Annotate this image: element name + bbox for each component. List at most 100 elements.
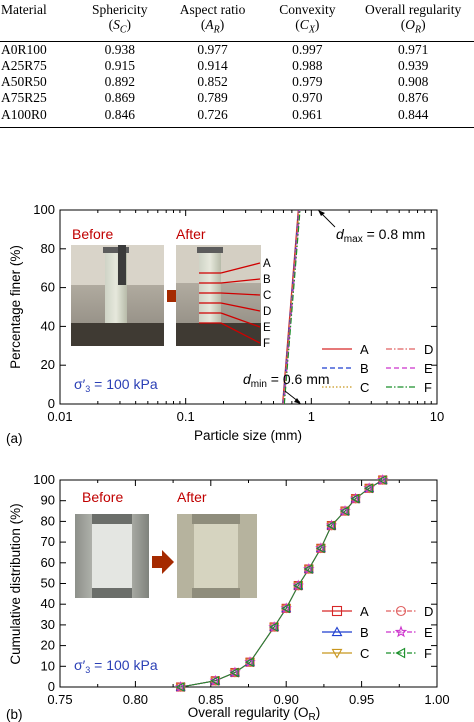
- confining-pressure-label: σ′3 = 100 kPa: [74, 376, 158, 394]
- legend-label: E: [424, 361, 433, 376]
- material-cell: A100R0: [1, 106, 47, 122]
- column-header-title: Convexity: [279, 2, 336, 17]
- panel-label-a: (a): [6, 431, 23, 446]
- table-row: A50R50 0.892 0.852 0.979 0.908: [0, 74, 474, 90]
- column-header-subscript: C: [119, 24, 127, 36]
- column-header-symbol: C: [299, 17, 309, 32]
- height-marker-label: F: [263, 338, 270, 350]
- column-header-symbol: S: [113, 17, 120, 32]
- cumulative-curves: [174, 473, 389, 693]
- y-tick-label: 20: [41, 638, 55, 653]
- value-cell: 0.979: [292, 74, 323, 90]
- after-label: After: [177, 489, 207, 505]
- legend-label: C: [360, 646, 369, 661]
- confining-pressure-label: σ′3 = 100 kPa: [74, 657, 158, 675]
- value-cell: 0.961: [292, 106, 323, 122]
- y-tick-label: 80: [41, 513, 55, 528]
- y-tick-label: 80: [41, 241, 55, 256]
- x-tick-label: 0.75: [47, 692, 72, 707]
- value-cell: 0.914: [197, 57, 228, 73]
- leader-line: [220, 302, 261, 312]
- legend-label: C: [360, 380, 369, 395]
- value-cell: 0.846: [104, 106, 135, 122]
- y-axis-label: Cumulative distribution (%): [8, 503, 23, 664]
- column-header-subscript: R: [213, 24, 220, 36]
- data-point: [303, 564, 313, 574]
- y-tick-label: 100: [33, 202, 55, 217]
- axis-ticks: [59, 209, 438, 405]
- x-tick-label: 1: [308, 409, 315, 424]
- series-line-f: [283, 209, 301, 405]
- legend-label: A: [360, 342, 369, 357]
- data-point: [175, 682, 185, 692]
- column-header-title: Aspect ratio: [179, 2, 246, 17]
- legend-label: B: [360, 625, 369, 640]
- column-header: Aspect ratio (AR): [179, 2, 246, 36]
- x-axis-label: Overall regularity (OR): [188, 705, 321, 722]
- x-axis-label: Particle size (mm): [194, 428, 302, 443]
- y-tick-label: 0: [48, 679, 55, 694]
- y-tick-label: 50: [41, 576, 55, 591]
- x-tick-label: 0.1: [177, 409, 195, 424]
- table-row: A75R25 0.869 0.789 0.970 0.876: [0, 90, 474, 106]
- legend-label: B: [360, 361, 369, 376]
- figure-b-regularity-chart: 0.75 0.80 0.85 0.90 0.95 1.00 0 10 20 30 40 50 60 70 8…: [6, 472, 450, 722]
- y-tick-label: 30: [41, 617, 55, 632]
- value-cell: 0.977: [197, 41, 228, 57]
- photo-after-test: [176, 245, 261, 346]
- data-point: [377, 475, 387, 485]
- data-point: [339, 506, 349, 516]
- y-tick-label: 0: [48, 396, 55, 411]
- data-point: [293, 580, 303, 591]
- height-marker-label: C: [263, 290, 271, 302]
- legend-label: A: [360, 604, 369, 619]
- value-cell: 0.892: [104, 74, 135, 90]
- x-tick-label: 1.00: [424, 692, 449, 707]
- legend: ABC DEF: [322, 342, 433, 395]
- transition-arrow: [152, 550, 174, 574]
- svg-text:dmin = 0.6 mm: dmin = 0.6 mm: [243, 371, 330, 390]
- value-cell: 0.852: [197, 74, 228, 90]
- column-header: Material: [0, 0, 77, 41]
- x-tick-label: 0.90: [274, 692, 299, 707]
- legend-label: F: [424, 646, 432, 661]
- column-header-title: Sphericity: [92, 2, 148, 17]
- leader-line: [220, 292, 261, 296]
- y-tick-label: 40: [41, 318, 55, 333]
- leader-line: [220, 262, 261, 274]
- y-tick-label: 60: [41, 280, 55, 295]
- data-point: [331, 626, 343, 637]
- grading-curves: [281, 209, 301, 405]
- x-tick-label: 0.01: [47, 409, 72, 424]
- height-marker-label: E: [263, 322, 271, 334]
- value-cell: 0.876: [397, 90, 429, 106]
- data-point: [315, 543, 325, 554]
- before-label: Before: [72, 226, 113, 242]
- legend-label: D: [424, 342, 433, 357]
- material-cell: A0R100: [1, 41, 47, 57]
- data-point: [210, 675, 220, 686]
- data-point: [364, 483, 373, 494]
- column-header-title: Material: [1, 2, 47, 17]
- plot-area: [59, 209, 438, 405]
- column-header-symbol: A: [205, 17, 214, 32]
- column-header-title: Overall regularity: [364, 2, 462, 17]
- value-cell: 0.939: [397, 57, 429, 73]
- y-tick-label: 40: [41, 596, 55, 611]
- particle-shape-table: Material Sphericity (SC) Aspect ratio (AR) Co…: [0, 0, 474, 128]
- height-marker-label: D: [263, 306, 271, 318]
- photo-before-test: [71, 245, 164, 346]
- legend: ABC DEF: [322, 604, 433, 661]
- data-point: [269, 622, 278, 632]
- value-cell: 0.789: [197, 90, 228, 106]
- data-point: [350, 493, 360, 504]
- value-cell: 0.908: [397, 74, 429, 90]
- data-point: [394, 625, 408, 638]
- y-tick-label: 20: [41, 357, 55, 372]
- material-cell: A75R25: [1, 90, 47, 106]
- column-header-symbol: O: [405, 17, 415, 32]
- y-tick-label: 70: [41, 534, 55, 549]
- data-point: [331, 605, 343, 617]
- value-cell: 0.971: [397, 41, 429, 57]
